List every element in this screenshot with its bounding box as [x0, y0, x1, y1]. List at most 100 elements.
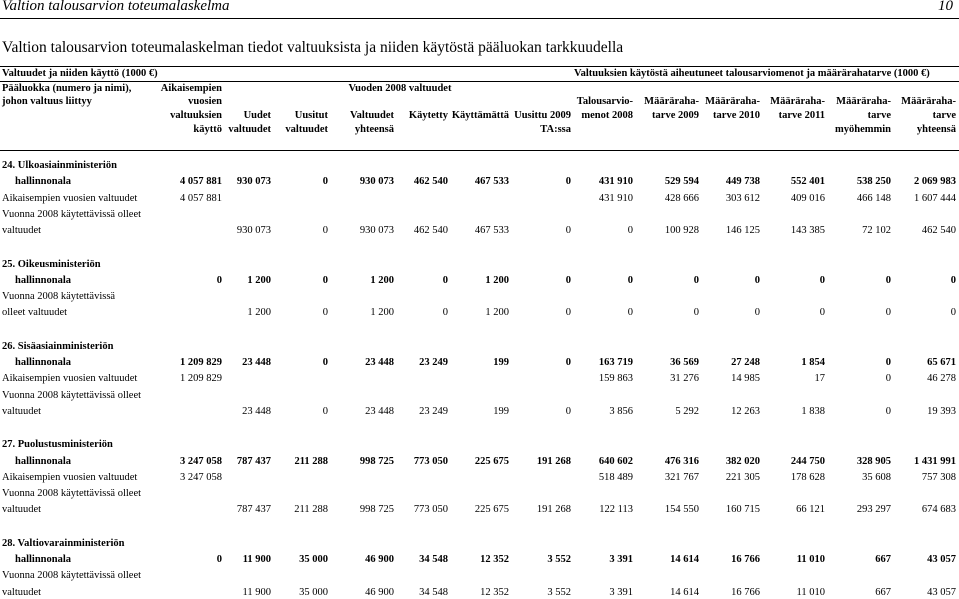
table-cell: 160 715: [725, 504, 760, 516]
col-header-aik-4: käyttö: [193, 124, 222, 135]
row-label: Vuonna 2008 käytettävissä: [2, 291, 116, 303]
table-cell: 4 057 881: [180, 176, 222, 188]
col-header-valtuudet-2: yhteensä: [354, 124, 394, 135]
table-cell: 428 666: [664, 192, 699, 204]
table-cell: 773 050: [413, 504, 448, 516]
page-number: 10: [938, 0, 953, 14]
table-cell: 72 102: [862, 225, 891, 237]
row-label: hallinnonala: [15, 357, 72, 368]
table-cell: 518 489: [598, 471, 633, 483]
table-cell: 199: [493, 405, 509, 417]
section-heading: 28. Valtiovarainministeriön: [2, 537, 125, 549]
col-header-kaytetty: Käytetty: [408, 110, 448, 121]
table-cell: 191 268: [536, 455, 571, 467]
col-header-uusitut-1: Uusitut: [294, 110, 328, 121]
table-cell: 328 905: [856, 455, 891, 467]
table-cell: 0: [627, 274, 633, 286]
table-cell: 154 550: [664, 504, 699, 516]
table-cell: 0: [565, 405, 571, 417]
col-header-talous-1: Talousarvio-: [576, 96, 633, 107]
table-cell: 0: [322, 307, 328, 319]
table-cell: 538 250: [856, 176, 891, 188]
table-cell: 199: [493, 357, 509, 368]
table-cell: 225 675: [474, 504, 509, 516]
row-label: olleet valtuudet: [2, 307, 68, 319]
section-heading: 24. Ulkoasiainministeriön: [2, 160, 117, 171]
group-header-left: Valtuudet ja niiden käyttö (1000 €): [2, 68, 158, 79]
table-cell: 23 448: [242, 357, 271, 368]
col-header-kayttamatta: Käyttämättä: [451, 110, 509, 121]
col-header-main-2: johon valtuus liittyy: [2, 96, 92, 107]
table-cell: 0: [885, 357, 891, 368]
row-label: valtuudet: [2, 586, 42, 598]
table-cell: 35 000: [299, 586, 328, 598]
col-header-uusittu-1: Uusittu 2009: [514, 110, 571, 121]
row-label: hallinnonala: [15, 455, 72, 467]
table-cell: 0: [950, 274, 956, 286]
table-cell: 46 278: [927, 373, 956, 385]
table-cell: 65 671: [927, 357, 956, 368]
row-label: Vuonna 2008 käytettävissä olleet: [2, 389, 142, 401]
table-cell: 0: [442, 274, 448, 286]
row-label: Vuonna 2008 käytettävissä olleet: [2, 208, 142, 220]
table-cell: 998 725: [359, 504, 394, 516]
table-cell: 211 288: [294, 455, 328, 467]
col-header-m2011-2: tarve 2011: [778, 110, 825, 121]
table-cell: 1 209 829: [180, 373, 222, 385]
table-cell: 31 276: [670, 373, 699, 385]
table-cell: 23 448: [365, 357, 394, 368]
table-cell: 0: [565, 176, 571, 188]
table-cell: 159 863: [598, 373, 633, 385]
table-cell: 3 552: [547, 554, 571, 565]
table-cell: 0: [754, 307, 760, 319]
col-header-aik-2: vuosien: [188, 96, 222, 107]
table-cell: 0: [627, 225, 633, 237]
table-cell: 476 316: [664, 455, 699, 467]
col-header-main-1: Pääluokka (numero ja nimi),: [2, 83, 132, 94]
section-heading: 27. Puolustusministeriön: [2, 439, 113, 451]
col-header-m2009-1: Määräraha-: [644, 96, 699, 107]
col-header-yht-2: tarve: [932, 110, 956, 121]
section-heading: 25. Oikeusministeriön: [2, 258, 101, 270]
table-cell: 0: [216, 274, 222, 286]
col-header-valtuudet-1: Valtuudet: [350, 110, 394, 121]
table-cell: 431 910: [598, 192, 633, 204]
table-cell: 178 628: [790, 471, 825, 483]
table-cell: 146 125: [725, 225, 760, 237]
col-header-myoh-2: tarve: [867, 110, 891, 121]
table-cell: 773 050: [413, 455, 448, 467]
col-header-uusittu-2: TA:ssa: [540, 124, 571, 135]
table-cell: 12 352: [480, 586, 509, 598]
table-cell: 0: [565, 307, 571, 319]
table-cell: 0: [885, 405, 891, 417]
table-cell: 27 248: [731, 357, 760, 368]
table-cell: 0: [819, 274, 825, 286]
row-label: Vuonna 2008 käytettävissä olleet: [2, 570, 142, 582]
col-header-m2009-2: tarve 2009: [652, 110, 699, 121]
col-header-m2010-2: tarve 2010: [713, 110, 760, 121]
table-cell: 0: [627, 307, 633, 319]
table-cell: 1 200: [485, 274, 509, 286]
table-cell: 0: [322, 225, 328, 237]
table-cell: 3 856: [609, 405, 633, 417]
table-cell: 0: [565, 357, 571, 368]
table-cell: 0: [322, 274, 328, 286]
table-cell: 66 121: [796, 504, 825, 516]
document-title: Valtion talousarvion toteumalaskelman ti…: [2, 39, 624, 56]
table-cell: 930 073: [359, 176, 394, 188]
table-cell: 100 928: [664, 225, 699, 237]
row-label: Aikaisempien vuosien valtuudet: [2, 471, 138, 483]
table-cell: 225 675: [474, 455, 509, 467]
header-rule: [0, 18, 959, 19]
table-cell: 462 540: [921, 225, 956, 237]
table-cell: 19 393: [927, 405, 956, 417]
table-cell: 467 533: [474, 176, 509, 188]
table-cell: 1 854: [801, 357, 825, 368]
table-cell: 0: [819, 307, 825, 319]
header-bottom-rule: [0, 150, 959, 151]
table-cell: 122 113: [599, 504, 633, 516]
table-cell: 1 200: [247, 307, 271, 319]
section-heading: 26. Sisäasiainministeriön: [2, 340, 114, 352]
table-cell: 143 385: [790, 225, 825, 237]
col-header-myoh-1: Määräraha-: [836, 96, 891, 107]
